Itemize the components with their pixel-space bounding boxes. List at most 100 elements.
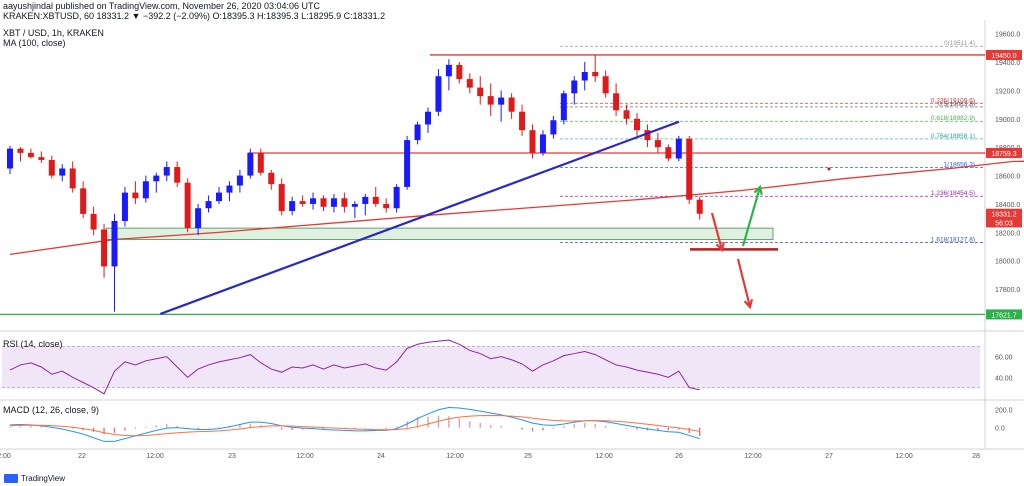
candle-body	[299, 201, 306, 204]
time-tick-label: 28	[972, 453, 980, 460]
price-tag-label: 19450.0	[991, 53, 1016, 60]
candle-body	[163, 167, 170, 176]
candle-body	[487, 96, 494, 105]
rsi-tick-label: 40.00	[995, 375, 1013, 382]
candle-body	[205, 201, 212, 209]
candle-body	[27, 152, 34, 158]
fib-level-label: 0.236(19109.6)	[931, 97, 975, 104]
candle-body	[351, 203, 358, 207]
candle-body	[111, 220, 118, 267]
candle-body	[456, 64, 463, 80]
fib-level-label: 1.618(18127.8)	[931, 237, 975, 244]
rsi-legend[interactable]: RSI (14, close)	[3, 339, 63, 349]
candle-body	[226, 185, 233, 193]
candle-body	[372, 196, 379, 204]
candle-body	[675, 138, 682, 159]
fib-level-label: 0.5(19083.8)	[938, 101, 975, 108]
macd-legend[interactable]: MACD (12, 26, close, 9)	[3, 405, 100, 415]
price-tag	[986, 147, 1022, 158]
candle-body	[121, 192, 128, 221]
price-tick-label: 18400.0	[995, 202, 1020, 209]
candle-body	[581, 71, 588, 81]
candle-body	[38, 157, 45, 160]
candle-body	[184, 182, 191, 229]
candle-body	[634, 118, 640, 131]
candle-body	[216, 192, 222, 202]
time-tick-label: 26	[675, 453, 683, 460]
fib-level-label: 1.236(18454.5)	[931, 190, 975, 197]
price-tag-label: 18759.3	[991, 151, 1016, 158]
candle-body	[320, 198, 327, 207]
candle-body	[195, 208, 202, 229]
price-tick-label: 19400.0	[995, 60, 1020, 67]
marker-dot	[827, 167, 831, 171]
ma-100-line	[9, 160, 1024, 255]
time-tick-label: 25	[524, 453, 532, 460]
price-tick-label: 18200.0	[995, 230, 1020, 237]
fib-level-label: 0.618(18982.9)	[931, 115, 975, 122]
tradingview-logo[interactable]: TradingView	[4, 474, 65, 483]
candle-body	[435, 76, 442, 112]
arrow-down-long-head	[743, 298, 754, 310]
time-tick-label: 24	[377, 453, 385, 460]
time-tick-label: 23	[228, 453, 236, 460]
candle-body	[174, 167, 181, 183]
candle-body	[80, 188, 87, 214]
candle-body	[142, 181, 149, 199]
price-tag	[986, 49, 1022, 60]
candle-body	[686, 138, 693, 200]
candle-body	[696, 199, 703, 214]
price-tick-label: 18600.0	[995, 174, 1020, 181]
ohlc-header: KRAKEN:XBTUSD, 60 18331.2 ▼ −392.2 (−2.0…	[3, 11, 385, 21]
candle-body	[236, 175, 243, 186]
arrow-down-short	[710, 212, 724, 251]
rsi-line	[9, 339, 700, 395]
candle-body	[69, 168, 76, 189]
candle-body	[602, 76, 609, 94]
candle-body	[48, 159, 55, 176]
symbol-title[interactable]: XBT / USD, 1h, KRAKEN	[3, 28, 104, 38]
ohlc-readout: KRAKEN:XBTUSD, 60 18331.2 ▼ −392.2 (−2.0…	[3, 11, 386, 21]
time-tick-label: 12:00	[296, 453, 314, 460]
price-tag-label: 56:03	[995, 220, 1013, 227]
ma-legend[interactable]: MA (100, close)	[3, 38, 66, 48]
price-tick-label: 19200.0	[995, 88, 1020, 95]
candle-body	[592, 71, 599, 77]
price-tag	[986, 208, 1022, 219]
fib-level-label: 0.764(18858.1)	[931, 133, 975, 140]
candle-body	[665, 147, 672, 159]
candle-body	[404, 140, 411, 187]
time-tick-label: 27	[825, 453, 833, 460]
price-tag	[986, 309, 1022, 320]
time-tick-label: 22	[78, 453, 86, 460]
candle-body	[278, 184, 285, 212]
ascending-trendline	[159, 120, 680, 315]
candle-body	[101, 229, 108, 267]
arrow-down-short-head	[715, 241, 725, 253]
tradingview-logo-text: TradingView	[21, 474, 66, 483]
candle-body	[59, 168, 66, 176]
tradingview-logo-icon	[4, 474, 18, 483]
candle-body	[529, 130, 536, 153]
candle-body	[289, 201, 296, 212]
candle-body	[310, 198, 317, 204]
fib-level-label: 1(18656.3)	[944, 162, 975, 169]
candle-body	[153, 175, 160, 182]
candle-body	[498, 97, 505, 105]
candle-body	[623, 110, 630, 119]
published-header: aayushjindal published on TradingView.co…	[3, 1, 321, 11]
candle-body	[330, 198, 337, 207]
macd-tick-label: 0.0	[995, 426, 1005, 433]
candle-body	[362, 196, 369, 204]
arrow-up	[741, 186, 762, 247]
macd-line	[9, 406, 700, 442]
candle-body	[654, 140, 661, 148]
candle-body	[268, 172, 275, 185]
price-tag-label: 17621.7	[991, 312, 1016, 319]
candle-body	[571, 80, 578, 94]
candle-body	[477, 87, 484, 97]
candle-body	[341, 198, 348, 207]
fib-level-label: 0(19511.4)	[944, 40, 975, 47]
candle-body	[508, 97, 515, 112]
